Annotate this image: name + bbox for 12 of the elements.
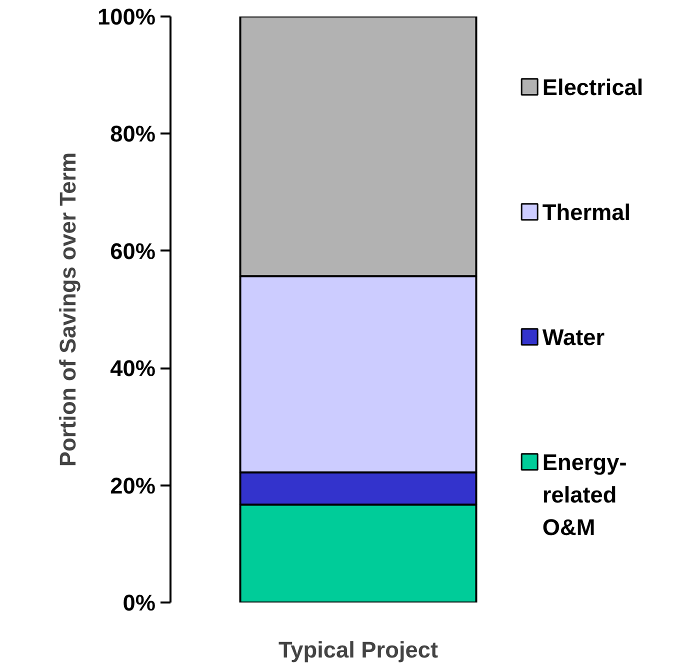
x-tick-label: Typical Project	[278, 636, 438, 662]
y-tick-label: 40%	[110, 355, 156, 382]
y-axis-title: Portion of Savings over Term	[54, 152, 81, 467]
y-tick-label: 60%	[110, 238, 156, 264]
y-tick-label: 100%	[98, 4, 156, 30]
legend-label: Thermal	[542, 198, 631, 225]
legend-label: Electrical	[542, 74, 644, 100]
y-tick-label: 0%	[122, 590, 156, 616]
legend-label: Energy- related O&M	[542, 448, 627, 540]
y-tick-label: 20%	[110, 472, 156, 498]
legend-label: Water	[542, 324, 605, 350]
y-tick-label: 80%	[110, 120, 156, 147]
